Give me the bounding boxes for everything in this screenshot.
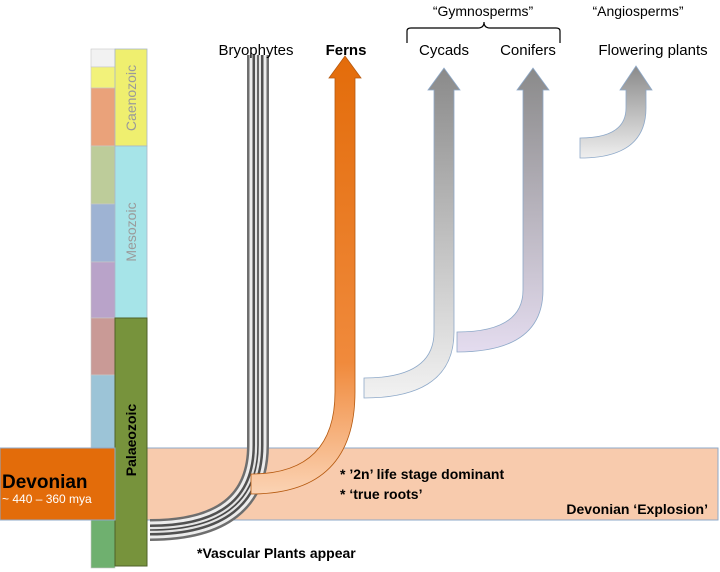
palaeozoic-bar <box>114 317 148 567</box>
devonian-title: Devonian <box>2 472 88 493</box>
ferns-arrow <box>250 55 362 495</box>
caenozoic-label: Caenozoic <box>123 65 139 131</box>
conifers-label: Conifers <box>500 42 556 59</box>
flowering-plants-label: Flowering plants <box>598 42 707 59</box>
bryophytes-label: Bryophytes <box>218 42 293 59</box>
angiosperms-label: “Angiosperms” <box>592 3 683 19</box>
devonian-explosion-label: Devonian ‘Explosion’ <box>566 501 708 517</box>
ferns-label: Ferns <box>326 42 367 59</box>
gymnosperms-bracket <box>406 21 561 43</box>
flowering-arrow <box>579 65 653 159</box>
devonian-box <box>0 447 116 521</box>
mesozoic-label: Mesozoic <box>123 202 139 261</box>
palaeozoic-label: Palaeozoic <box>123 404 139 477</box>
note-2n-life-stage: * ’2n’ life stage dominant <box>340 466 504 482</box>
gymnosperms-label: “Gymnosperms” <box>433 3 534 19</box>
conifers-arrow <box>456 67 550 353</box>
mesozoic-bar <box>114 145 148 319</box>
vascular-plants-note: *Vascular Plants appear <box>197 545 356 561</box>
caenozoic-bar <box>114 48 148 147</box>
bryophytes-stem <box>149 55 269 541</box>
note-true-roots: * ‘true roots’ <box>340 486 422 502</box>
cycads-label: Cycads <box>419 42 469 59</box>
cycads-arrow <box>363 67 461 399</box>
devonian-range: ~ 440 – 360 mya <box>2 492 92 506</box>
